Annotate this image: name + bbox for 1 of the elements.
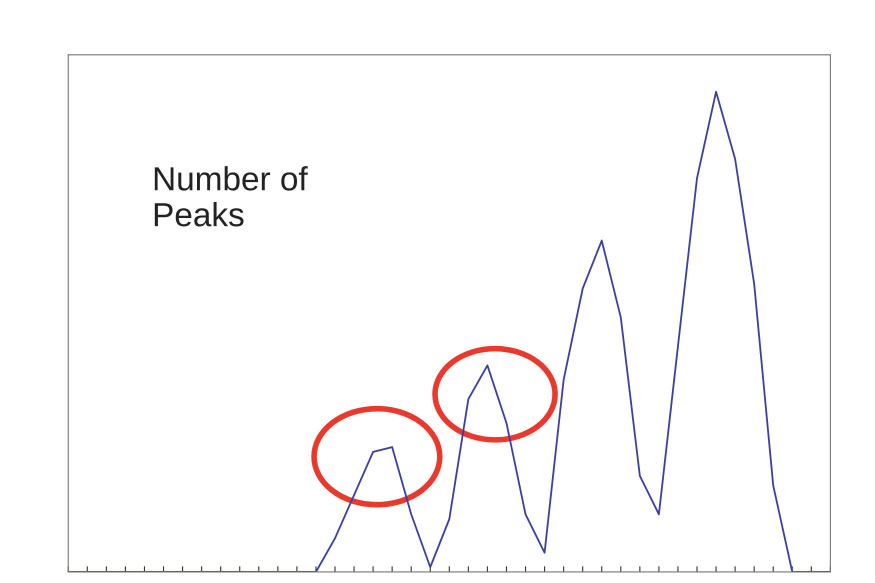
annotation: Number of Peaks [154,166,308,226]
